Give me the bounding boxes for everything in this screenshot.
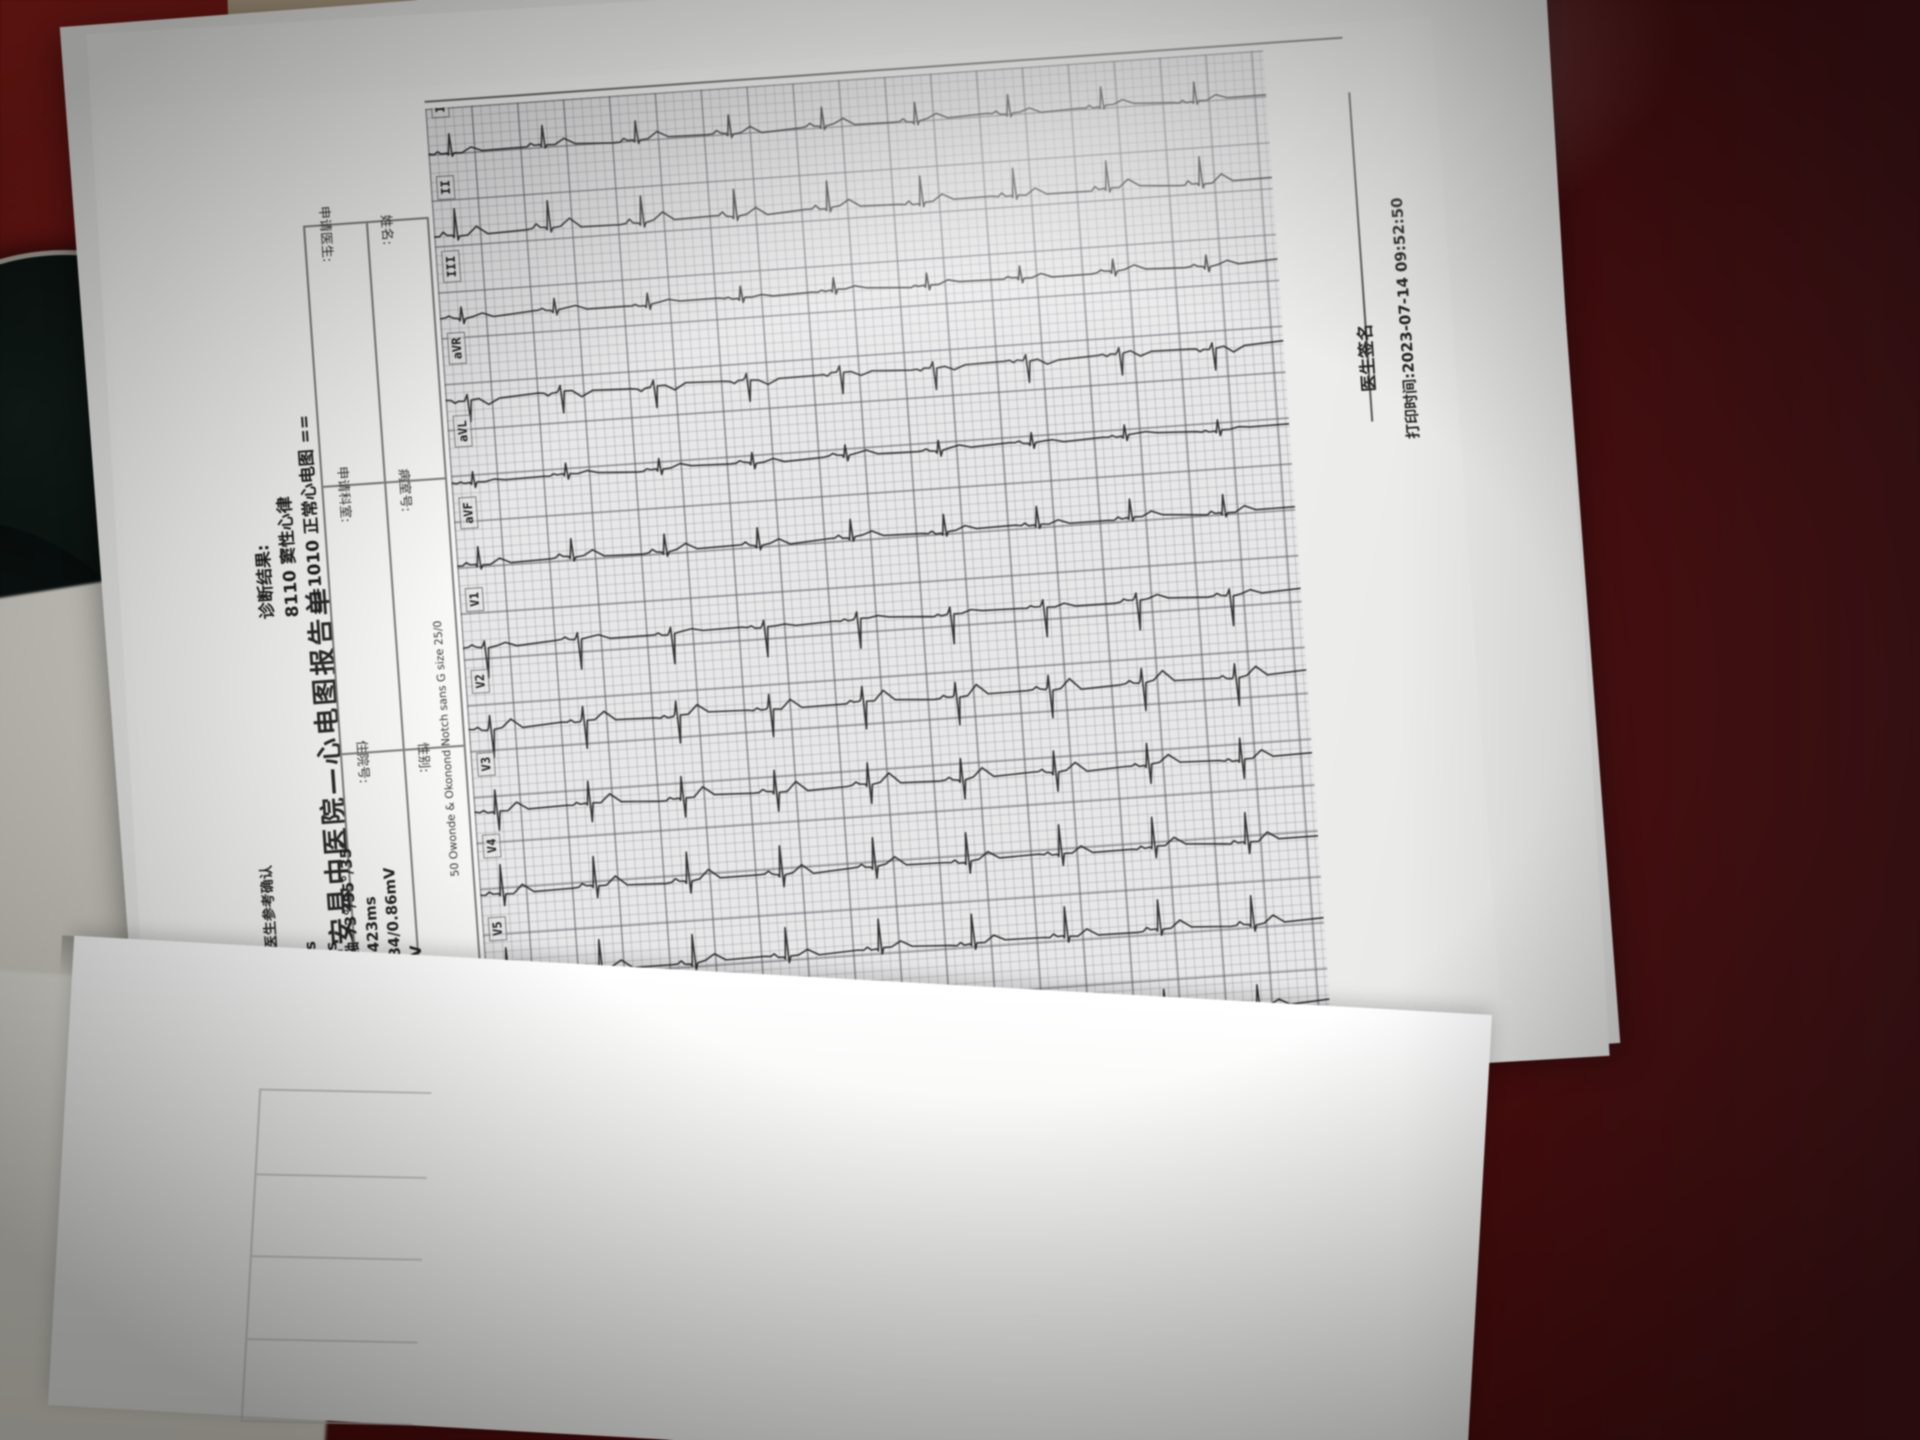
- lead-label-v4: V4: [481, 833, 502, 860]
- lead-label-v5: V5: [487, 915, 508, 942]
- lead-label-ii: II: [435, 174, 456, 201]
- lead-label-i: I: [430, 99, 450, 119]
- ecg-trace-iii: [439, 254, 1278, 325]
- ecg-trace-avl: [451, 419, 1290, 489]
- lead-label-v2: V2: [470, 668, 491, 695]
- ecg-trace-avf: [457, 493, 1296, 570]
- lead-label-avr: aVR: [446, 332, 468, 366]
- ecg-trace-ii: [434, 155, 1273, 241]
- lead-label-iii: III: [441, 250, 462, 283]
- diagnosis-block: 诊断结果: 8110 窦性心律 ==1010 正常心电图 ==: [242, 414, 331, 620]
- ecg-trace-i: [428, 81, 1267, 158]
- form-label-gender: 性别:: [413, 742, 431, 774]
- form-label-department: 申请科室:: [333, 465, 353, 523]
- ecg-trace-v4: [480, 811, 1319, 907]
- signature-label: 医生签名: [1355, 323, 1381, 393]
- form-label-inpatient-no: 住院号:: [352, 740, 371, 785]
- form-label-name: 姓名:: [376, 214, 395, 246]
- ecg-trace-v1: [462, 587, 1301, 679]
- ecg-traces: [428, 81, 1330, 1065]
- lead-label-avl: aVL: [452, 414, 473, 448]
- ecg-trace-v2: [468, 662, 1307, 759]
- lead-label-avf: aVF: [458, 496, 479, 530]
- print-time: 打印时间:2023-07-14 09:52:50: [1387, 196, 1423, 440]
- ecg-trace-v3: [474, 737, 1313, 831]
- form-label-room-no: 病室号:: [394, 467, 413, 513]
- lead-label-v3: V3: [476, 751, 496, 777]
- ecg-chart: IIIIIIaVRaVLaVFV1V2V3V4V5V6: [425, 50, 1333, 1097]
- ecg-trace-avr: [445, 339, 1284, 423]
- lead-label-v1: V1: [464, 586, 485, 613]
- next-page-form-box: [240, 1088, 432, 1426]
- form-label-doctor: 申请医生:: [315, 205, 335, 263]
